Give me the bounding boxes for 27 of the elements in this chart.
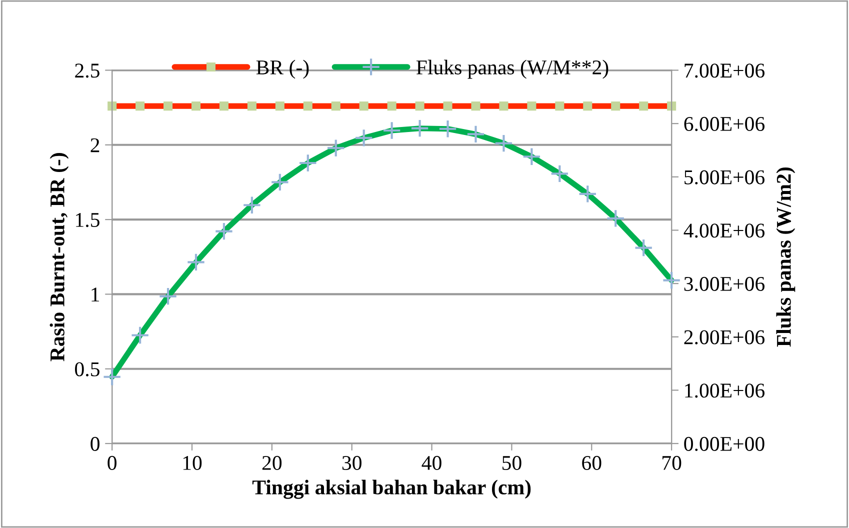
y2-tick-label: 3.00E+06 [684,276,765,292]
x-tick-label: 0 [108,456,116,470]
y2-tick-label: 5.00E+06 [684,170,765,184]
y-tick-label: 2 [90,138,100,152]
legend-label: BR (-) [256,60,309,79]
x-tick-label: 50 [502,456,522,470]
y2-axis-title: Fluks panas (W/m2) [776,167,796,347]
x-tick-label: 30 [342,456,362,470]
y-tick-label: 1.5 [76,213,100,228]
x-axis-title: Tinggi aksial bahan bakar (cm) [252,480,531,499]
x-tick-label: 70 [662,456,682,470]
y2-tick-label: 2.00E+06 [684,330,765,344]
x-tick-label: 40 [422,456,442,470]
y-tick-label: 0.5 [75,362,100,376]
y-tick-label: 1 [92,288,100,302]
y2-tick-label: 0.00E+00 [684,436,764,452]
y-tick-label: 2.5 [75,64,100,78]
y2-tick-label: 7.00E+06 [684,64,765,78]
y2-tick-label: 1.00E+06 [685,384,765,398]
x-tick-label: 10 [183,456,202,470]
y2-tick-label: 6.00E+06 [684,116,765,132]
x-tick-label: 20 [262,456,282,470]
legend-label: Fluks panas (W/M**2) [416,60,608,79]
y-tick-label: 0 [90,436,100,451]
x-tick-label: 60 [582,456,602,470]
y2-tick-label: 4.00E+06 [684,224,765,238]
y-axis-title: Rasio Burnt-out, BR (-) [50,153,69,362]
